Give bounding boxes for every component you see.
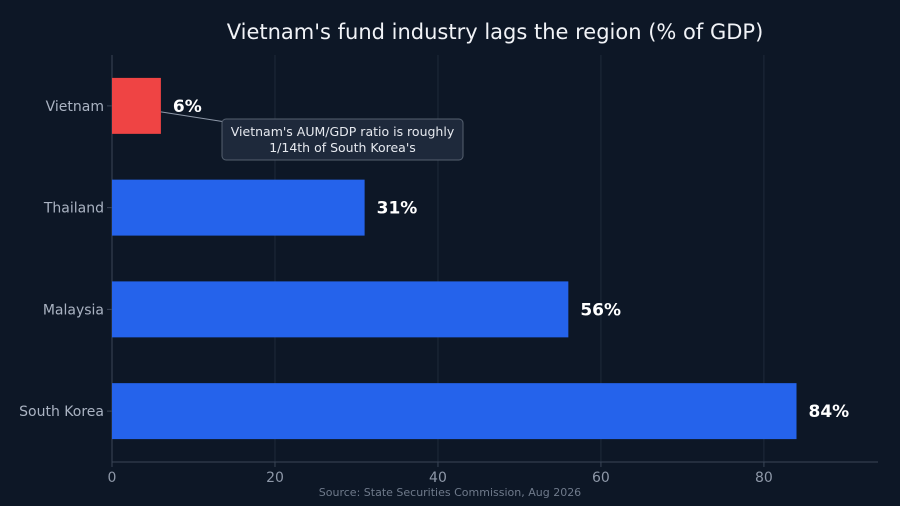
annotation-leader-line [160,111,233,124]
value-label: 56% [580,300,621,320]
bars [112,77,797,440]
value-label: 6% [173,97,202,117]
category-label: Malaysia [43,302,104,318]
annotation-box [221,118,464,161]
source-note: Source: State Securities Commission, Aug… [319,486,581,499]
labels: 0 20 40 60 80 Vietnam 6% Thailand 31% Malaysia 56%… [19,97,849,486]
x-tick-label: 80 [755,470,773,486]
x-tick-label: 40 [429,470,447,486]
annotation-text: 1/14th of South Korea's [269,140,416,155]
value-label: 84% [809,402,850,422]
x-tick-label: 60 [592,470,610,486]
annotation-text: Vietnam's AUM/GDP ratio is roughly [231,124,455,139]
bar-malaysia [112,281,569,338]
bar-south-korea [112,383,797,440]
x-tick-label: 20 [266,470,284,486]
x-tick-label: 0 [108,470,117,486]
category-label: South Korea [19,404,104,420]
category-label: Vietnam [46,99,104,115]
chart-title: Vietnam's fund industry lags the region … [227,20,764,44]
value-label: 31% [377,199,418,219]
category-label: Thailand [43,201,104,217]
annotation: Vietnam's AUM/GDP ratio is roughly1/14th… [160,111,464,161]
bar-vietnam [112,77,161,134]
bar-thailand [112,179,365,236]
